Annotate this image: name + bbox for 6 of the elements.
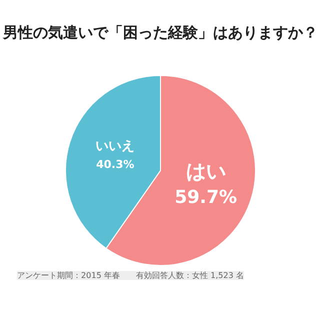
slice-label: はい [186, 158, 226, 183]
data-label: 59.7% [174, 186, 238, 208]
text: アンケート期間：2015 年春 有効回答人数：女性 1,523 名 [17, 271, 244, 280]
data-label: 40.3% [96, 158, 134, 172]
slice-label: いいえ [96, 139, 135, 154]
chart-title: 男性の気遣いで「困った経験」はありますか？ [2, 24, 318, 42]
